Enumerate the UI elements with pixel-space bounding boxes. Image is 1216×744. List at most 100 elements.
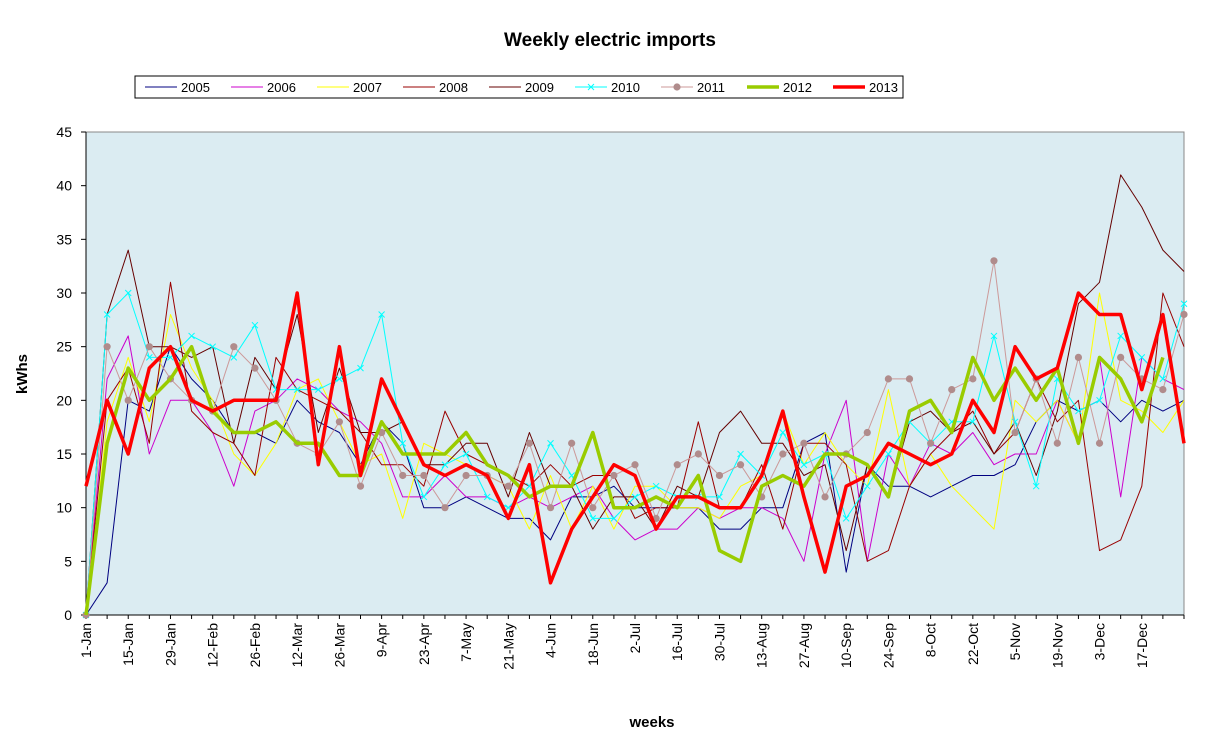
y-tick-label: 35 <box>56 231 72 247</box>
data-point <box>610 515 618 522</box>
data-point <box>399 471 407 480</box>
legend-item-2012: 2012 <box>747 80 812 95</box>
data-point <box>336 375 343 383</box>
data-point <box>103 343 111 351</box>
data-point <box>673 461 681 469</box>
y-tick-label: 40 <box>56 178 72 194</box>
data-point <box>546 504 555 512</box>
data-point <box>948 386 956 394</box>
data-point <box>736 461 745 469</box>
data-point <box>145 343 153 351</box>
x-tick-label: 13-Aug <box>754 623 770 668</box>
x-tick-label: 15-Jan <box>120 623 136 666</box>
data-point <box>779 450 787 458</box>
plot-area <box>85 131 1185 616</box>
data-point <box>483 493 491 501</box>
y-tick-label: 20 <box>56 392 72 408</box>
data-point <box>251 364 259 372</box>
legend: 2005 2006 2007 2008 2009 2010 2011 2012 2013 <box>134 75 904 99</box>
x-axis: 1-Jan 15-Jan 29-Jan 12-Feb 26-Feb 12-Mar 26-Ma… <box>78 614 1185 670</box>
data-point <box>821 493 829 501</box>
data-point <box>905 375 914 383</box>
legend-item-2008: 2008 <box>403 80 468 95</box>
series-2006 <box>85 335 1185 616</box>
data-point <box>1117 353 1125 361</box>
x-tick-label: 29-Jan <box>162 623 178 666</box>
data-point <box>251 321 259 329</box>
x-tick-label: 21-May <box>500 623 516 670</box>
legend-item-2011: 2011 <box>661 80 725 95</box>
data-point <box>1011 428 1019 437</box>
data-point <box>441 504 449 512</box>
data-point <box>1117 332 1125 340</box>
legend-label: 2005 <box>181 80 210 95</box>
x-tick-label: 23-Apr <box>416 623 432 665</box>
x-tick-label: 19-Nov <box>1049 623 1065 668</box>
legend-item-2006: 2006 <box>231 80 296 95</box>
y-tick-label: 0 <box>64 607 72 623</box>
data-point <box>1053 439 1061 447</box>
data-point <box>800 439 808 447</box>
data-point <box>779 429 787 436</box>
data-point <box>462 471 470 480</box>
data-point <box>800 461 808 469</box>
x-tick-label: 26-Mar <box>331 623 347 668</box>
data-point <box>1138 354 1146 361</box>
data-point <box>314 386 322 393</box>
x-tick-label: 16-Jul <box>669 623 685 661</box>
legend-item-2005: 2005 <box>145 80 210 95</box>
x-tick-label: 1-Jan <box>78 623 94 658</box>
legend-label: 2010 <box>611 80 640 95</box>
series-2013 <box>84 291 1186 585</box>
data-point <box>589 504 597 512</box>
x-tick-label: 12-Feb <box>205 623 221 668</box>
data-point <box>1095 439 1104 447</box>
y-axis-title: kWhs <box>14 354 31 394</box>
data-point <box>504 482 512 490</box>
legend-marker <box>587 83 595 91</box>
legend-label: 2012 <box>783 80 812 95</box>
x-tick-label: 24-Sep <box>880 623 896 668</box>
legend-label: 2013 <box>869 80 898 95</box>
data-point <box>1159 386 1167 394</box>
series-line-2013 <box>84 291 1186 585</box>
data-point <box>694 450 702 458</box>
x-tick-label: 12-Mar <box>289 623 305 668</box>
data-point <box>885 450 892 458</box>
data-point <box>230 354 238 361</box>
data-point <box>399 439 407 447</box>
data-point <box>716 493 723 501</box>
data-point <box>842 515 850 522</box>
data-point <box>631 493 639 501</box>
chart-title: Weekly electric imports <box>504 30 716 51</box>
x-tick-label: 3-Dec <box>1092 623 1108 660</box>
x-tick-label: 27-Aug <box>796 623 812 668</box>
data-point <box>652 482 660 490</box>
y-tick-label: 45 <box>56 124 72 140</box>
y-tick-label: 25 <box>56 339 72 355</box>
data-point <box>335 418 343 426</box>
data-point <box>589 515 597 522</box>
data-point <box>1074 353 1083 361</box>
data-point <box>863 428 871 437</box>
data-point <box>1096 396 1103 404</box>
data-point <box>103 311 111 318</box>
data-point <box>927 439 935 447</box>
x-tick-label: 4-Jun <box>543 623 559 658</box>
series-line-2007 <box>85 292 1185 616</box>
data-point <box>568 439 576 447</box>
data-point <box>230 343 238 351</box>
data-point <box>863 482 871 490</box>
x-tick-label: 5-Nov <box>1007 623 1023 660</box>
x-tick-label: 17-Dec <box>1134 623 1150 668</box>
x-tick-label: 2-Jul <box>627 623 643 653</box>
data-point <box>610 471 618 480</box>
data-point <box>145 354 153 361</box>
series-line-2008 <box>85 281 1185 616</box>
y-axis: 0 5 10 15 20 25 30 35 40 45 <box>56 124 87 623</box>
data-point <box>124 289 132 297</box>
legend-item-2007: 2007 <box>317 80 382 95</box>
x-tick-label: 10-Sep <box>838 623 854 668</box>
legend-label: 2006 <box>267 80 296 95</box>
